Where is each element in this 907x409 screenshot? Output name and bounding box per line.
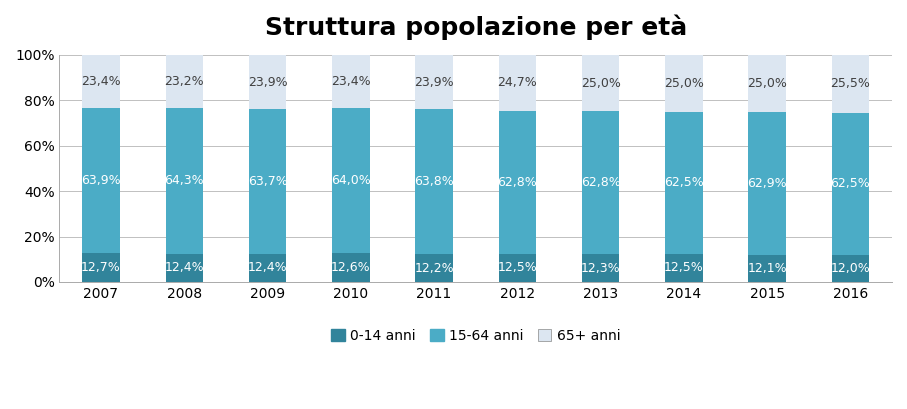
Bar bbox=[332, 254, 369, 282]
Text: 12,2%: 12,2% bbox=[414, 262, 454, 274]
Title: Struttura popolazione per età: Struttura popolazione per età bbox=[265, 15, 687, 40]
Bar bbox=[582, 55, 619, 112]
Bar bbox=[832, 55, 869, 113]
Bar bbox=[83, 253, 120, 282]
Text: 23,2%: 23,2% bbox=[164, 75, 204, 88]
Text: 24,7%: 24,7% bbox=[497, 76, 537, 90]
Text: 12,5%: 12,5% bbox=[664, 261, 704, 274]
Text: 62,5%: 62,5% bbox=[831, 177, 870, 190]
Text: 63,7%: 63,7% bbox=[248, 175, 288, 188]
Bar bbox=[832, 255, 869, 282]
Bar bbox=[499, 55, 536, 111]
Text: 23,4%: 23,4% bbox=[82, 75, 121, 88]
Text: 64,0%: 64,0% bbox=[331, 174, 371, 187]
Legend: 0-14 anni, 15-64 anni, 65+ anni: 0-14 anni, 15-64 anni, 65+ anni bbox=[326, 323, 626, 348]
Text: 63,8%: 63,8% bbox=[414, 175, 454, 189]
Bar bbox=[249, 254, 287, 282]
Bar bbox=[165, 55, 203, 108]
Text: 25,0%: 25,0% bbox=[664, 77, 704, 90]
Bar bbox=[332, 55, 369, 108]
Bar bbox=[748, 112, 785, 254]
Text: 62,8%: 62,8% bbox=[580, 176, 620, 189]
Text: 23,4%: 23,4% bbox=[331, 75, 371, 88]
Text: 23,9%: 23,9% bbox=[248, 76, 288, 89]
Bar bbox=[249, 55, 287, 109]
Bar bbox=[249, 109, 287, 254]
Text: 25,0%: 25,0% bbox=[747, 77, 787, 90]
Text: 62,9%: 62,9% bbox=[747, 177, 787, 190]
Text: 12,4%: 12,4% bbox=[164, 261, 204, 274]
Bar bbox=[499, 111, 536, 254]
Bar bbox=[832, 113, 869, 255]
Text: 12,4%: 12,4% bbox=[248, 261, 288, 274]
Bar bbox=[165, 254, 203, 282]
Bar bbox=[582, 112, 619, 254]
Text: 62,8%: 62,8% bbox=[497, 176, 537, 189]
Text: 62,5%: 62,5% bbox=[664, 176, 704, 189]
Bar bbox=[582, 254, 619, 282]
Text: 12,7%: 12,7% bbox=[81, 261, 121, 274]
Bar bbox=[415, 55, 453, 110]
Bar bbox=[665, 254, 703, 282]
Bar bbox=[665, 112, 703, 254]
Text: 12,5%: 12,5% bbox=[497, 261, 537, 274]
Text: 23,9%: 23,9% bbox=[414, 76, 454, 89]
Text: 64,3%: 64,3% bbox=[164, 174, 204, 187]
Text: 25,0%: 25,0% bbox=[580, 76, 620, 90]
Bar bbox=[665, 55, 703, 112]
Bar bbox=[748, 254, 785, 282]
Text: 25,5%: 25,5% bbox=[831, 77, 871, 90]
Bar bbox=[499, 254, 536, 282]
Text: 12,1%: 12,1% bbox=[747, 262, 787, 275]
Text: 12,6%: 12,6% bbox=[331, 261, 371, 274]
Bar bbox=[165, 108, 203, 254]
Bar bbox=[83, 55, 120, 108]
Bar bbox=[83, 108, 120, 253]
Bar bbox=[415, 110, 453, 254]
Text: 63,9%: 63,9% bbox=[82, 174, 121, 187]
Text: 12,0%: 12,0% bbox=[831, 262, 870, 275]
Text: 12,3%: 12,3% bbox=[580, 261, 620, 274]
Bar bbox=[748, 55, 785, 112]
Bar bbox=[332, 108, 369, 254]
Bar bbox=[415, 254, 453, 282]
